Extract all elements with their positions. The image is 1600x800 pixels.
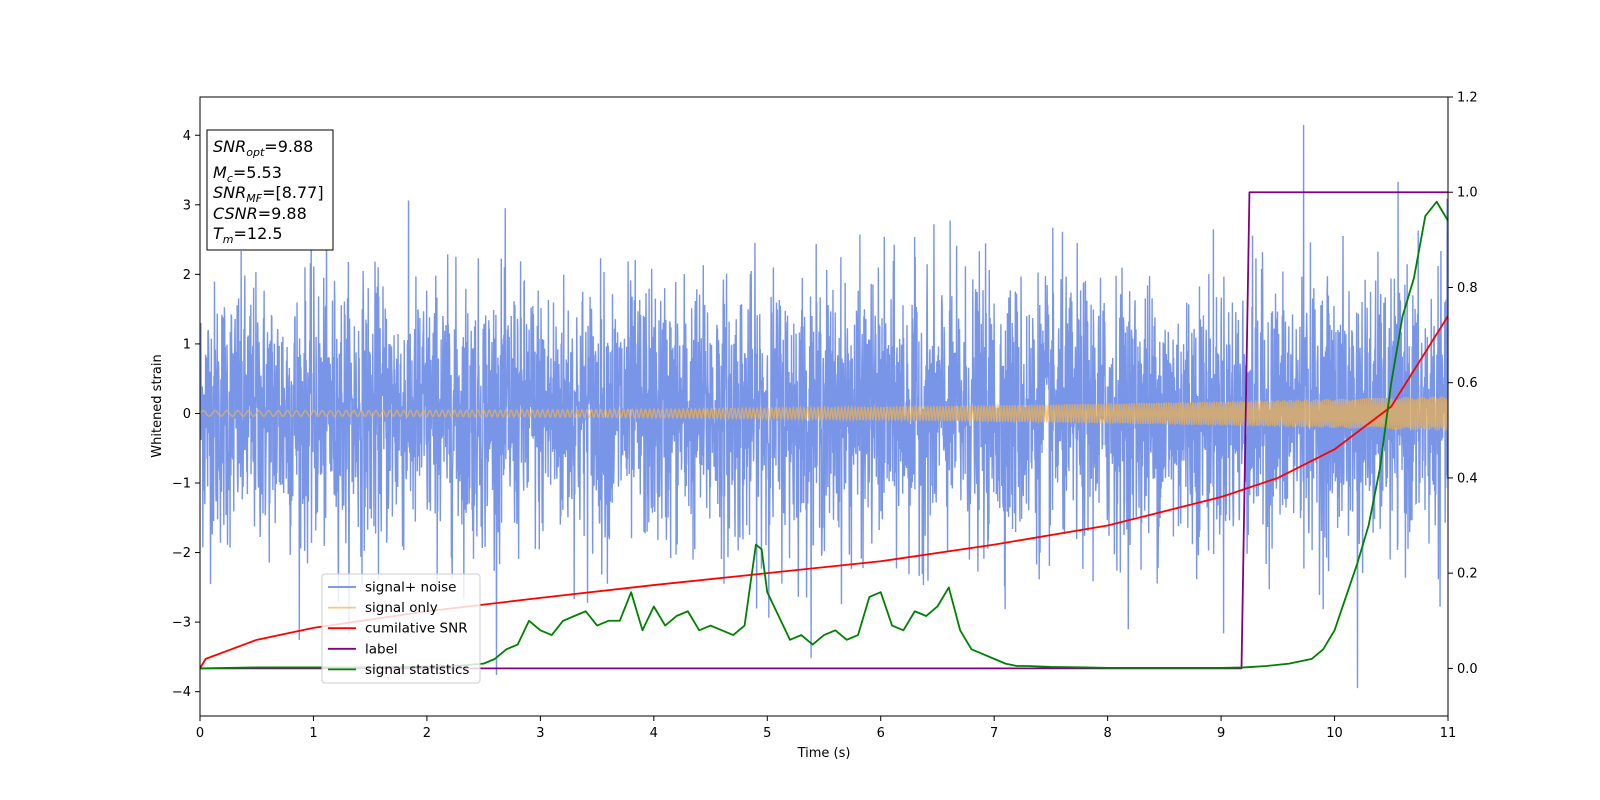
y-tick-label: −2	[172, 546, 191, 561]
x-tick-label: 5	[763, 726, 771, 741]
stats-line: SNRopt=9.88	[213, 137, 313, 159]
stats-box: SNRopt=9.88Mc=5.53SNRMF=[8.77]CSNR=9.88T…	[206, 129, 334, 251]
stats-value: =5.53	[233, 163, 282, 182]
y-axis-left: −4 −3 −2 −1 0 1 2 3 4	[172, 129, 200, 700]
legend-frame	[321, 573, 481, 684]
x-tick-label: 0	[196, 726, 204, 741]
x-tick-label: 10	[1326, 726, 1343, 741]
y2-tick-label: 0.4	[1457, 471, 1478, 486]
x-tick-label: 6	[877, 726, 885, 741]
stats-value: =9.88	[258, 204, 307, 223]
x-tick-label: 8	[1103, 726, 1111, 741]
series-signal-noise	[200, 124, 1448, 689]
stats-line: Tm=12.5	[213, 224, 283, 246]
y2-tick-label: 0.8	[1457, 281, 1478, 296]
y-tick-label: 2	[183, 268, 191, 283]
y2-tick-label: 0.0	[1457, 662, 1478, 677]
x-tick-label: 4	[650, 726, 658, 741]
y-tick-label: 3	[183, 198, 191, 213]
series-cumilative-snr	[200, 315, 1448, 669]
signal-statistics-line	[200, 200, 1448, 670]
stats-line: Mc=5.53	[213, 163, 282, 185]
x-tick-label: 1	[309, 726, 317, 741]
signal-noise-line	[200, 124, 1448, 689]
stats-subscript: m	[223, 233, 234, 246]
legend: signal+ noise signal only cumilative SNR la…	[321, 573, 481, 684]
x-tick-label: 11	[1440, 726, 1457, 741]
series-signal-statistics	[200, 200, 1448, 670]
plot-frame	[199, 96, 1449, 717]
y2-tick-label: 0.6	[1457, 376, 1478, 391]
y-axis-label: Whitened strain	[150, 354, 165, 457]
y-tick-label: 4	[183, 129, 191, 144]
x-axis: 0 1 2 3 4 5 6 7 8 9 10 11	[196, 716, 1456, 741]
legend-label: signal statistics	[365, 662, 469, 678]
y-tick-label: 1	[183, 337, 191, 352]
stats-symbol: M	[213, 163, 227, 182]
legend-label: signal+ noise	[365, 580, 456, 596]
stats-value: =9.88	[264, 137, 313, 156]
series-layer	[200, 124, 1448, 689]
stats-value: =[8.77]	[262, 183, 324, 202]
stats-box-frame	[206, 129, 334, 251]
stats-symbol: SNR	[213, 183, 246, 202]
legend-label: label	[365, 641, 398, 657]
y2-tick-label: 0.2	[1457, 567, 1478, 582]
x-tick-label: 2	[423, 726, 431, 741]
signal-only-line	[200, 396, 1448, 431]
series-signal-only	[200, 396, 1448, 431]
legend-label: cumilative SNR	[365, 621, 468, 637]
stats-subscript: MF	[246, 192, 262, 205]
stats-symbol: T	[213, 224, 224, 243]
cumilative-snr-line	[200, 315, 1448, 669]
y-axis-right: 0.0 0.2 0.4 0.6 0.8 1.0 1.2	[1448, 91, 1478, 677]
label-line	[200, 191, 1448, 670]
stats-subscript: opt	[246, 146, 265, 159]
stats-line: CSNR=9.88	[213, 204, 307, 223]
stats-value: =12.5	[234, 224, 283, 243]
stats-line: SNRMF=[8.77]	[213, 183, 324, 205]
x-tick-label: 3	[536, 726, 544, 741]
stats-symbol: SNR	[213, 137, 246, 156]
y-tick-label: −4	[172, 685, 191, 700]
y2-tick-label: 1.0	[1457, 186, 1478, 201]
y-tick-label: −3	[172, 616, 191, 631]
stats-symbol: CSNR	[213, 204, 258, 223]
stats-subscript: c	[227, 172, 233, 185]
y2-tick-label: 1.2	[1457, 91, 1478, 106]
legend-label: signal only	[365, 600, 438, 616]
x-axis-label: Time (s)	[797, 746, 851, 761]
x-tick-label: 7	[990, 726, 998, 741]
y-tick-label: 0	[183, 407, 191, 422]
x-tick-label: 9	[1217, 726, 1225, 741]
series-label	[200, 191, 1448, 670]
y-tick-label: −1	[172, 477, 191, 492]
